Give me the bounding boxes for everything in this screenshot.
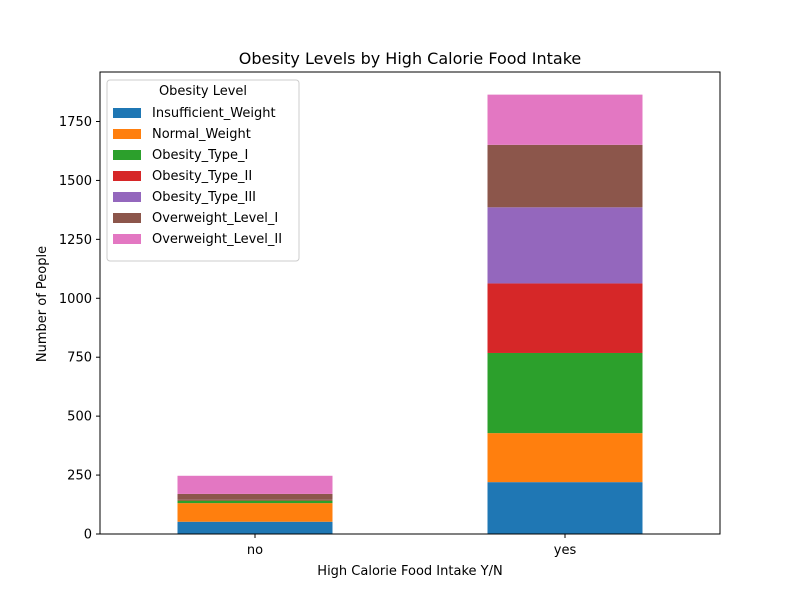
legend-label-insufficient-weight: Insufficient_Weight xyxy=(152,106,276,121)
bar-segment-yes-insufficient-weight xyxy=(487,482,643,534)
legend-swatch-obesity-type-iii xyxy=(113,192,141,202)
bar-segment-no-obesity-type-i xyxy=(177,500,333,504)
bar-segment-no-overweight-level-ii xyxy=(177,475,333,494)
legend-label-overweight-level-ii: Overweight_Level_II xyxy=(152,232,282,247)
y-tick-label: 1750 xyxy=(59,115,92,130)
bar-segment-yes-obesity-type-iii xyxy=(487,207,643,284)
bar-segment-no-normal-weight xyxy=(177,503,333,522)
legend-title: Obesity Level xyxy=(159,84,247,99)
legend-swatch-overweight-level-i xyxy=(113,213,141,223)
legend-label-obesity-type-i: Obesity_Type_I xyxy=(152,148,248,163)
legend-frame xyxy=(106,79,300,262)
y-tick-label: 250 xyxy=(67,469,92,484)
x-tick-label: yes xyxy=(554,543,577,558)
legend-swatch-normal-weight xyxy=(113,129,141,139)
y-tick-label: 750 xyxy=(67,351,92,366)
bars-layer xyxy=(177,94,643,534)
y-tick-label: 1250 xyxy=(59,233,92,248)
y-tick-label: 1000 xyxy=(59,292,92,307)
legend-swatch-overweight-level-ii xyxy=(113,234,141,244)
plot-frame xyxy=(99,71,721,535)
y-tick-label: 1500 xyxy=(59,174,92,189)
bar-segment-yes-overweight-level-i xyxy=(487,144,643,208)
legend-label-overweight-level-i: Overweight_Level_I xyxy=(152,211,278,226)
legend: Obesity Level Insufficient_Weight Normal_… xyxy=(106,79,300,262)
bar-segment-no-insufficient-weight xyxy=(177,521,333,534)
x-tick-label: no xyxy=(247,543,263,558)
legend-label-normal-weight: Normal_Weight xyxy=(152,127,251,142)
legend-label-obesity-type-iii: Obesity_Type_III xyxy=(152,190,256,205)
legend-swatch-obesity-type-i xyxy=(113,150,141,160)
legend-swatch-obesity-type-ii xyxy=(113,171,141,181)
y-axis-label: Number of People xyxy=(35,246,50,362)
bar-segment-yes-overweight-level-ii xyxy=(487,94,643,145)
legend-swatch-insufficient-weight xyxy=(113,108,141,118)
axes-layer: 0 250 500 750 1000 1250 1500 1750 no yes xyxy=(59,71,721,558)
y-tick-label: 500 xyxy=(67,410,92,425)
bar-segment-yes-obesity-type-i xyxy=(487,352,643,434)
legend-label-obesity-type-ii: Obesity_Type_II xyxy=(152,169,252,184)
bar-segment-yes-obesity-type-ii xyxy=(487,283,643,353)
bar-segment-yes-normal-weight xyxy=(487,433,643,483)
x-axis-label: High Calorie Food Intake Y/N xyxy=(317,564,502,579)
chart-title: Obesity Levels by High Calorie Food Inta… xyxy=(239,49,582,68)
bar-segment-no-overweight-level-i xyxy=(177,493,333,500)
y-tick-label: 0 xyxy=(84,528,92,543)
